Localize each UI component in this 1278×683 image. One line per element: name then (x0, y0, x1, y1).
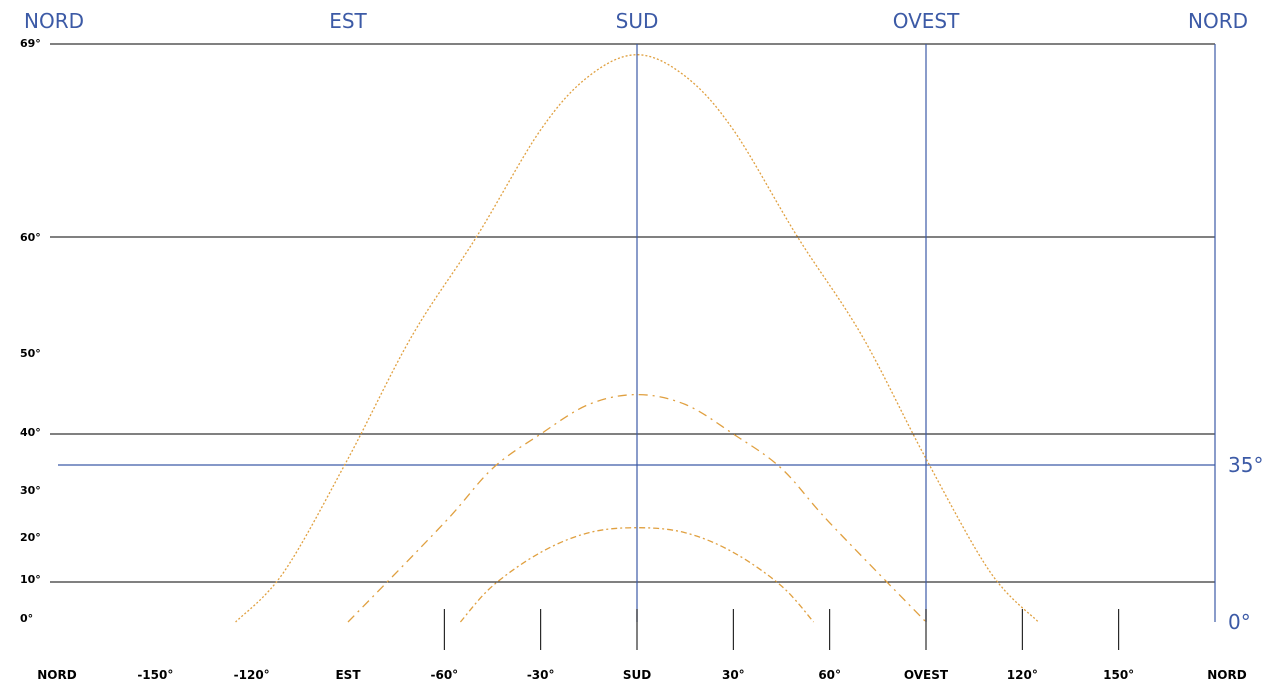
x-tick-label: -30° (527, 668, 555, 682)
x-tick-label: OVEST (904, 668, 949, 682)
y-tick-label: 40° (20, 426, 41, 439)
sun-path-curve-2 (347, 393, 927, 623)
y-tick-label: 10° (20, 573, 41, 586)
x-tick-label: 60° (818, 668, 841, 682)
top-direction-label: NORD (24, 9, 84, 33)
x-tick-label: NORD (1207, 668, 1246, 682)
grid-layer (50, 43, 1216, 650)
top-direction-label: NORD (1188, 9, 1248, 33)
top-direction-label: SUD (616, 9, 659, 33)
zero-altitude-label: 0° (1228, 610, 1251, 634)
x-tick-label: SUD (623, 668, 651, 682)
y-tick-label: 50° (20, 347, 41, 360)
sun-path-curve-1 (235, 54, 1039, 623)
top-direction-label: OVEST (893, 9, 960, 33)
curves-layer (235, 54, 1039, 623)
x-tick-label: 120° (1007, 668, 1038, 682)
y-tick-label: 60° (20, 231, 41, 244)
top-direction-label: EST (329, 9, 367, 33)
y-tick-label: 0° (20, 612, 33, 625)
y-tick-label: 30° (20, 484, 41, 497)
x-tick-label: 30° (722, 668, 745, 682)
y-tick-label: 69° (20, 37, 41, 50)
x-tick-label: -60° (430, 668, 458, 682)
y-tick-label: 20° (20, 531, 41, 544)
sun-path-curve-3 (459, 527, 815, 623)
x-tick-label: -150° (137, 668, 173, 682)
x-tick-label: -120° (234, 668, 270, 682)
labels-layer: 35° 0° NORD EST SUD OVEST NORD 0° 10° 20° 30° 40° 50… (20, 9, 1263, 682)
x-tick-label: EST (335, 668, 361, 682)
x-tick-label: 150° (1103, 668, 1134, 682)
reference-altitude-label: 35° (1228, 453, 1263, 477)
x-tick-label: NORD (37, 668, 76, 682)
